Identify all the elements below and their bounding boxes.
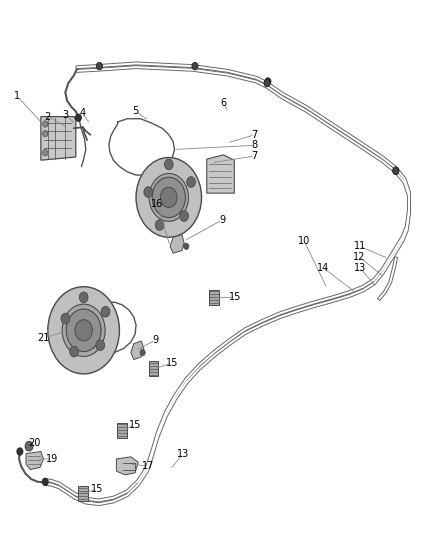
Polygon shape	[26, 451, 43, 470]
Text: 15: 15	[129, 420, 141, 430]
Text: 9: 9	[152, 335, 159, 345]
Text: 8: 8	[252, 140, 258, 150]
Text: 4: 4	[80, 108, 86, 118]
Text: 21: 21	[37, 333, 49, 343]
Text: 5: 5	[132, 106, 138, 116]
Circle shape	[101, 306, 110, 317]
FancyBboxPatch shape	[78, 486, 88, 501]
Circle shape	[152, 177, 185, 217]
Polygon shape	[41, 117, 76, 160]
Text: 3: 3	[62, 110, 68, 120]
Circle shape	[48, 287, 120, 374]
Text: 1: 1	[14, 91, 20, 101]
Text: 12: 12	[353, 252, 366, 262]
Text: 13: 13	[177, 449, 189, 458]
Circle shape	[42, 478, 48, 486]
Circle shape	[42, 131, 48, 137]
Circle shape	[265, 78, 271, 85]
Circle shape	[70, 346, 78, 357]
Polygon shape	[170, 235, 184, 253]
Circle shape	[164, 159, 173, 169]
Circle shape	[180, 211, 188, 221]
Circle shape	[393, 167, 399, 174]
Circle shape	[160, 187, 177, 207]
Circle shape	[187, 176, 195, 187]
Circle shape	[62, 304, 105, 357]
Circle shape	[42, 150, 48, 156]
Circle shape	[66, 309, 101, 352]
Text: 15: 15	[92, 484, 104, 494]
Text: 11: 11	[353, 241, 366, 251]
FancyBboxPatch shape	[149, 361, 158, 376]
Circle shape	[96, 340, 105, 351]
Text: 16: 16	[151, 199, 163, 209]
Circle shape	[155, 220, 164, 230]
Circle shape	[149, 173, 188, 221]
Circle shape	[42, 121, 48, 127]
Circle shape	[25, 441, 33, 451]
Text: 9: 9	[219, 215, 226, 225]
Text: 19: 19	[46, 454, 58, 464]
Text: 7: 7	[252, 130, 258, 140]
Text: 2: 2	[45, 111, 51, 122]
Circle shape	[96, 62, 102, 70]
Text: 20: 20	[28, 438, 41, 448]
Circle shape	[264, 79, 270, 87]
Text: 14: 14	[317, 263, 329, 272]
Circle shape	[140, 350, 145, 356]
FancyBboxPatch shape	[117, 423, 127, 438]
Circle shape	[184, 243, 189, 249]
Polygon shape	[207, 155, 234, 193]
Polygon shape	[117, 457, 138, 475]
Text: 15: 15	[230, 292, 242, 302]
FancyBboxPatch shape	[209, 290, 219, 305]
Circle shape	[17, 448, 23, 455]
Circle shape	[144, 187, 152, 197]
Circle shape	[136, 158, 201, 237]
Circle shape	[393, 167, 399, 174]
Polygon shape	[131, 341, 144, 360]
Circle shape	[75, 114, 81, 122]
Circle shape	[75, 320, 92, 341]
Text: 15: 15	[166, 358, 178, 368]
Text: 13: 13	[353, 263, 366, 272]
Circle shape	[79, 292, 88, 303]
Text: 7: 7	[252, 151, 258, 161]
Circle shape	[192, 62, 198, 70]
Text: 10: 10	[298, 236, 310, 246]
Text: 6: 6	[220, 98, 226, 108]
Text: 17: 17	[142, 461, 155, 471]
Circle shape	[61, 313, 70, 324]
